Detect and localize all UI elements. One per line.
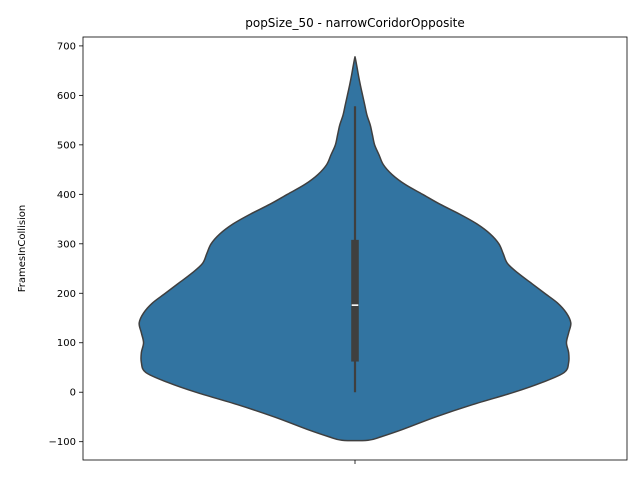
y-tick-label: 300 bbox=[57, 239, 76, 250]
y-tick-label: −100 bbox=[49, 437, 76, 448]
y-tick-label: 500 bbox=[57, 140, 76, 151]
plot-frame bbox=[82, 36, 628, 461]
y-axis-label: FramesInCollision bbox=[17, 205, 28, 293]
y-tick-label: 200 bbox=[57, 289, 76, 300]
y-tick-label: 0 bbox=[70, 388, 76, 399]
y-tick-label: 400 bbox=[57, 190, 76, 201]
y-tick-label: 600 bbox=[57, 91, 76, 102]
y-tick-label: 700 bbox=[57, 41, 76, 52]
chart-title: popSize_50 - narrowCoridorOpposite bbox=[245, 16, 465, 30]
y-tick-label: 100 bbox=[57, 338, 76, 349]
box-layer bbox=[351, 106, 359, 393]
y-ticks: −100 0 100 200 300 400 500 600 700 bbox=[49, 41, 83, 448]
iqr-box bbox=[351, 239, 359, 362]
